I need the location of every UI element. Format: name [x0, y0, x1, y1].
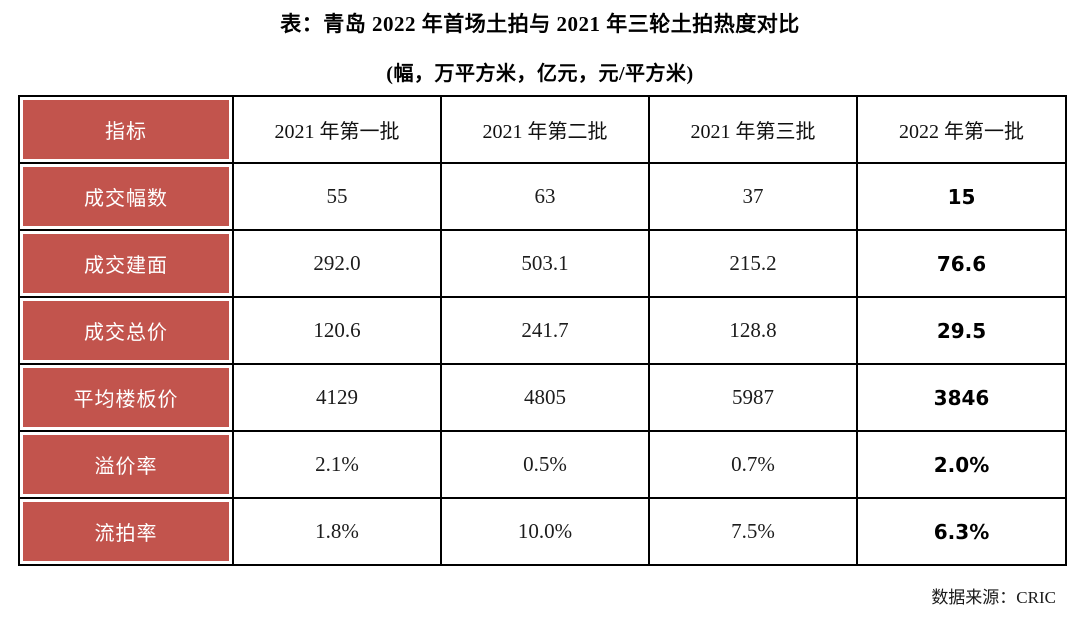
data-source-label: 数据来源：CRIC [931, 588, 1056, 607]
column-header: 2021 年第一批 [232, 95, 442, 164]
value-cell: 0.7% [648, 430, 858, 499]
value-cell: 55 [232, 162, 442, 231]
value-cell: 2.1% [232, 430, 442, 499]
value-cell: 120.6 [232, 296, 442, 365]
value-cell: 10.0% [440, 497, 650, 566]
row-label-cell: 成交幅数 [18, 162, 234, 231]
table-row: 平均楼板价 4129 4805 5987 3846 [18, 363, 1067, 432]
table-body: 成交幅数 55 63 37 15 成交建面 292.0 503.1 215.2 76.6 成交总价 1… [18, 162, 1067, 566]
value-cell: 7.5% [648, 497, 858, 566]
row-label-cell: 平均楼板价 [18, 363, 234, 432]
value-cell: 128.8 [648, 296, 858, 365]
value-cell: 241.7 [440, 296, 650, 365]
column-header: 2022 年第一批 [856, 95, 1067, 164]
land-auction-comparison-table: 指标 2021 年第一批 2021 年第二批 2021 年第三批 2022 年第一批 成… [18, 95, 1067, 566]
value-cell: 503.1 [440, 229, 650, 298]
value-cell: 215.2 [648, 229, 858, 298]
row-label-cell: 流拍率 [18, 497, 234, 566]
table-row: 成交幅数 55 63 37 15 [18, 162, 1067, 231]
value-cell: 4129 [232, 363, 442, 432]
corner-header-cell: 指标 [18, 95, 234, 164]
value-cell: 29.5 [856, 296, 1067, 365]
value-cell: 292.0 [232, 229, 442, 298]
row-label-cell: 溢价率 [18, 430, 234, 499]
value-cell: 2.0% [856, 430, 1067, 499]
column-header: 2021 年第三批 [648, 95, 858, 164]
table-row: 溢价率 2.1% 0.5% 0.7% 2.0% [18, 430, 1067, 499]
header-row: 指标 2021 年第一批 2021 年第二批 2021 年第三批 2022 年第一批 [18, 95, 1067, 164]
value-cell: 6.3% [856, 497, 1067, 566]
table-row: 成交建面 292.0 503.1 215.2 76.6 [18, 229, 1067, 298]
table-row: 成交总价 120.6 241.7 128.8 29.5 [18, 296, 1067, 365]
page-title: 表：青岛 2022 年首场土拍与 2021 年三轮土拍热度对比 [280, 12, 800, 36]
value-cell: 4805 [440, 363, 650, 432]
value-cell: 76.6 [856, 229, 1067, 298]
column-header: 2021 年第二批 [440, 95, 650, 164]
units-subtitle: (幅，万平方米，亿元，元/平方米) [386, 63, 694, 85]
value-cell: 15 [856, 162, 1067, 231]
value-cell: 5987 [648, 363, 858, 432]
value-cell: 37 [648, 162, 858, 231]
row-label-cell: 成交总价 [18, 296, 234, 365]
value-cell: 0.5% [440, 430, 650, 499]
value-cell: 63 [440, 162, 650, 231]
value-cell: 3846 [856, 363, 1067, 432]
table-row: 流拍率 1.8% 10.0% 7.5% 6.3% [18, 497, 1067, 566]
value-cell: 1.8% [232, 497, 442, 566]
row-label-cell: 成交建面 [18, 229, 234, 298]
